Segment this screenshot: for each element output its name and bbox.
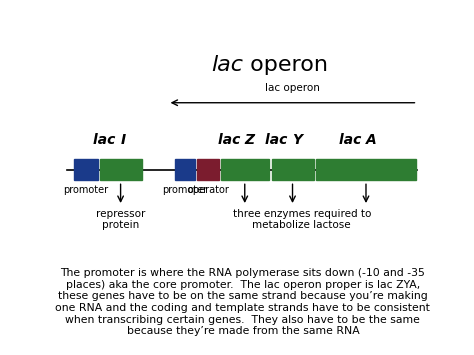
Text: lac: lac <box>93 133 120 147</box>
Bar <box>221 159 269 180</box>
Text: The promoter is where the RNA polymerase sits down (-10 and -35
places) aka the : The promoter is where the RNA polymerase… <box>55 268 430 336</box>
Bar <box>74 159 98 180</box>
Text: lac: lac <box>211 55 243 75</box>
Text: A: A <box>366 133 377 147</box>
Text: lac: lac <box>339 133 366 147</box>
Text: Z: Z <box>245 133 255 147</box>
Text: promoter: promoter <box>162 185 208 195</box>
Text: promoter: promoter <box>63 185 108 195</box>
Text: I: I <box>120 133 126 147</box>
Text: Y: Y <box>292 133 302 147</box>
Bar <box>175 159 195 180</box>
Bar <box>272 159 314 180</box>
Bar <box>316 159 416 180</box>
Text: three enzymes required to
metabolize lactose: three enzymes required to metabolize lac… <box>233 209 371 230</box>
Text: operon: operon <box>243 55 328 75</box>
Bar <box>100 159 142 180</box>
Text: lac: lac <box>218 133 245 147</box>
Bar <box>197 159 219 180</box>
Text: operator: operator <box>187 185 229 195</box>
Text: lac: lac <box>265 133 292 147</box>
Text: repressor
protein: repressor protein <box>96 209 146 230</box>
Text: lac operon: lac operon <box>265 83 320 93</box>
